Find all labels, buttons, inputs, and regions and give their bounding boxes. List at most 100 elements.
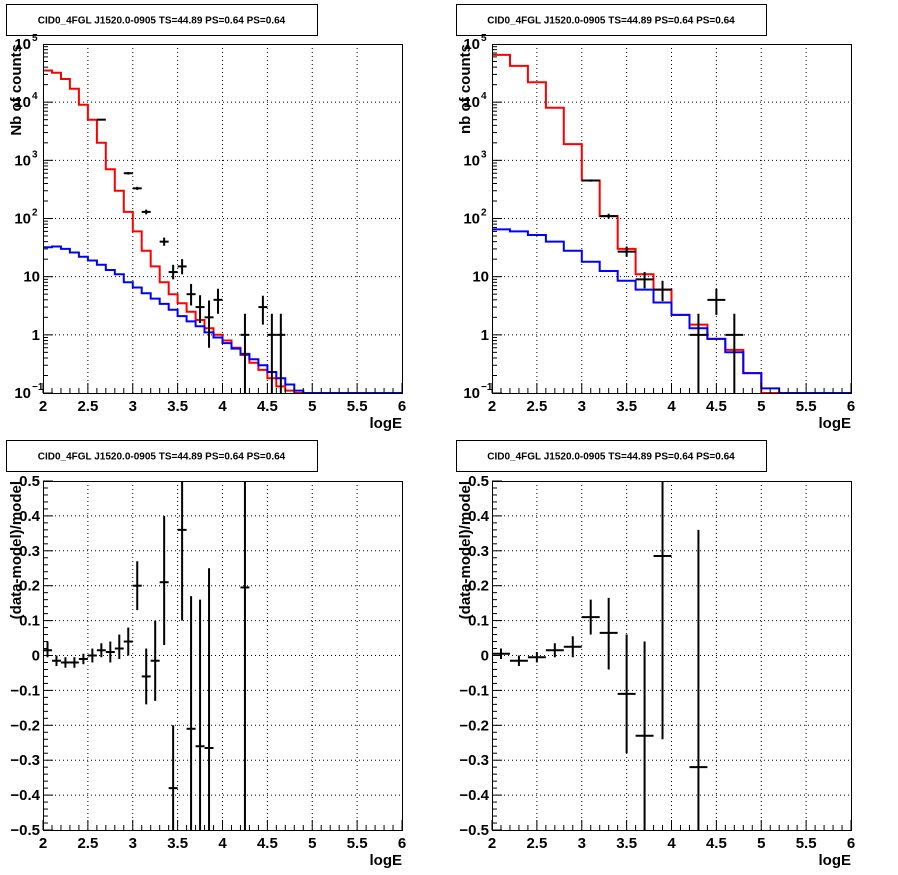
y-axis: −0.5 −0.4 −0.3 −0.2 −0.1 0 0.1 0.2 0.3 0.4 0.5(dat…: [457, 473, 502, 839]
data-point: [105, 641, 115, 663]
data-point: [204, 568, 214, 830]
y-tick-label: 10: [14, 94, 31, 111]
data-point: [545, 643, 564, 658]
data-point: [177, 481, 187, 621]
data-points: [492, 481, 708, 830]
y-tick-exponent: 5: [481, 33, 487, 44]
x-tick-label: 2.5: [526, 835, 547, 852]
title-box: [456, 440, 767, 472]
y-tick-label: −0.5: [459, 822, 489, 839]
x-tick-label: 3.5: [616, 835, 637, 852]
y-axis: −0.5 −0.4 −0.3 −0.2 −0.1 0 0.1 0.2 0.3 0.4 0.5(dat…: [8, 473, 53, 839]
x-tick-label: 6: [398, 835, 406, 852]
y-axis-label: Nb of counts: [8, 44, 25, 136]
series-red-histogram: [492, 53, 851, 394]
chart-panel-4: CID0_4FGL J1520.0-0905 TS=44.89 PS=0.64 …: [456, 440, 855, 869]
x-tick-label: 4: [667, 398, 676, 415]
data-point: [725, 313, 744, 393]
data-point: [123, 172, 133, 175]
y-axis-label: nb of counts: [457, 44, 474, 134]
y-tick-label: 10: [472, 269, 489, 286]
y-tick-label: 10: [463, 152, 480, 169]
data-point: [96, 643, 106, 658]
y-tick-label: 0.2: [19, 578, 40, 595]
x-axis-label: logE: [819, 415, 852, 432]
x-tick-label: 2: [488, 398, 496, 415]
data-point: [617, 246, 636, 257]
y-tick-label: −0.3: [459, 752, 489, 769]
x-tick-label: 5: [308, 835, 316, 852]
data-point: [186, 283, 196, 306]
y-tick-label: −0.1: [459, 682, 489, 699]
y-tick-label: 10: [14, 152, 31, 169]
y-tick-label: 0: [481, 648, 489, 665]
data-point: [240, 481, 250, 830]
data-point: [635, 272, 654, 289]
x-tick-label: 5.5: [796, 398, 817, 415]
data-point: [653, 280, 672, 302]
x-tick-label: 3: [578, 398, 586, 415]
title-box: [6, 4, 318, 36]
data-point: [132, 561, 142, 611]
data-point: [123, 627, 133, 656]
data-point: [159, 237, 169, 246]
data-point: [213, 288, 223, 314]
data-point: [581, 599, 600, 635]
chart-panel-3: CID0_4FGL J1520.0-0905 TS=44.89 PS=0.64 …: [6, 440, 406, 869]
y-tick-label: −0.2: [459, 717, 489, 734]
y-tick-label: 0.3: [19, 543, 40, 560]
y-tick-exponent: 4: [481, 91, 487, 102]
data-point: [141, 648, 151, 705]
data-point: [60, 657, 70, 668]
y-tick-exponent: −1: [481, 382, 493, 393]
data-point: [78, 653, 88, 665]
y-tick-label: 0.4: [468, 508, 490, 525]
x-tick-label: 3: [129, 398, 137, 415]
x-tick-label: 2.5: [77, 398, 98, 415]
chart-panel-1: CID0_4FGL J1520.0-0905 TS=44.89 PS=0.64 …: [6, 4, 406, 432]
data-point: [509, 655, 528, 666]
y-tick-label: 1: [32, 327, 40, 344]
chart-title: CID0_4FGL J1520.0-0905 TS=44.89 PS=0.64 …: [487, 16, 735, 27]
y-tick-label: 1: [481, 327, 489, 344]
y-tick-exponent: 3: [32, 149, 38, 160]
data-points: [581, 179, 744, 393]
x-tick-label: 4.5: [257, 398, 278, 415]
x-axis-label: logE: [370, 852, 403, 869]
data-point: [563, 636, 582, 658]
chart-title: CID0_4FGL J1520.0-0905 TS=44.89 PS=0.64 …: [38, 16, 286, 27]
title-box: [456, 4, 767, 36]
data-point: [599, 597, 618, 670]
data-point: [204, 300, 214, 348]
data-point: [43, 641, 52, 658]
data-point: [168, 725, 178, 830]
data-point: [689, 529, 708, 830]
y-tick-exponent: 3: [481, 149, 487, 160]
x-axis-label: logE: [370, 415, 403, 432]
data-point: [51, 655, 61, 666]
y-tick-label: −0.4: [459, 787, 489, 804]
y-tick-label: 0: [32, 648, 40, 665]
data-point: [707, 288, 726, 315]
x-tick-label: 2: [488, 835, 496, 852]
x-tick-label: 2: [39, 835, 47, 852]
x-axis-label: logE: [819, 852, 852, 869]
data-point: [617, 634, 636, 754]
y-tick-label: 0.5: [468, 473, 489, 490]
data-point: [276, 313, 286, 393]
y-tick-label: −0.3: [10, 752, 40, 769]
x-tick-label: 5: [757, 398, 765, 415]
data-point: [689, 313, 708, 393]
data-point: [177, 259, 187, 275]
data-point: [150, 620, 160, 701]
data-point: [195, 599, 205, 830]
data-point: [159, 515, 169, 646]
data-point: [168, 264, 178, 280]
x-tick-label: 4.5: [706, 835, 727, 852]
y-tick-label: −0.4: [10, 787, 40, 804]
